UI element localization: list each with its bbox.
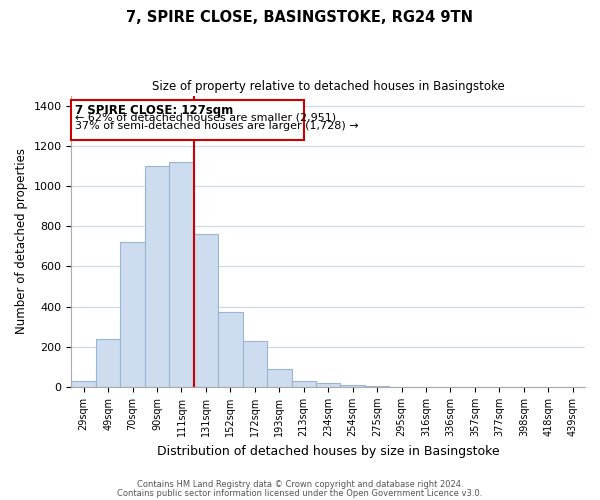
Text: ← 62% of detached houses are smaller (2,951): ← 62% of detached houses are smaller (2,…: [75, 112, 336, 122]
Text: 37% of semi-detached houses are larger (1,728) →: 37% of semi-detached houses are larger (…: [75, 120, 359, 130]
Bar: [365, 386, 389, 387]
FancyBboxPatch shape: [71, 100, 304, 140]
Text: Contains HM Land Registry data © Crown copyright and database right 2024.: Contains HM Land Registry data © Crown c…: [137, 480, 463, 489]
Title: Size of property relative to detached houses in Basingstoke: Size of property relative to detached ho…: [152, 80, 505, 93]
Bar: [292, 381, 316, 387]
Text: 7 SPIRE CLOSE: 127sqm: 7 SPIRE CLOSE: 127sqm: [75, 104, 233, 117]
Bar: [242, 340, 267, 387]
Bar: [145, 166, 169, 387]
Text: 7, SPIRE CLOSE, BASINGSTOKE, RG24 9TN: 7, SPIRE CLOSE, BASINGSTOKE, RG24 9TN: [127, 10, 473, 25]
Bar: [96, 338, 121, 387]
Bar: [267, 369, 292, 387]
Text: Contains public sector information licensed under the Open Government Licence v3: Contains public sector information licen…: [118, 488, 482, 498]
Y-axis label: Number of detached properties: Number of detached properties: [15, 148, 28, 334]
X-axis label: Distribution of detached houses by size in Basingstoke: Distribution of detached houses by size …: [157, 444, 500, 458]
Bar: [71, 381, 96, 387]
Bar: [169, 162, 194, 387]
Bar: [316, 383, 340, 387]
Bar: [340, 385, 365, 387]
Bar: [121, 242, 145, 387]
Bar: [194, 234, 218, 387]
Bar: [218, 312, 242, 387]
